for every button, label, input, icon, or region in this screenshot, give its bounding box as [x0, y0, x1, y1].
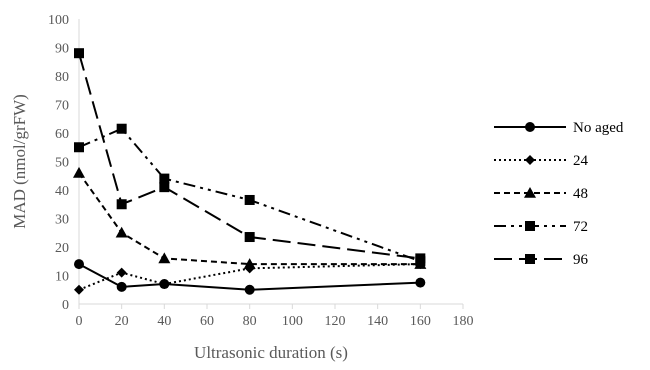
y-axis-ticks: 0 10 20 30 40 50 60 70 80 90 100: [48, 13, 69, 313]
y-tick-label: 90: [55, 42, 69, 57]
x-axis-title: Ultrasonic duration (s): [194, 343, 348, 362]
x-tick-label: 140: [367, 314, 388, 329]
data-point: [74, 284, 84, 295]
y-tick-label: 0: [62, 298, 69, 313]
data-point: [116, 123, 127, 134]
x-tick-label: 120: [325, 314, 346, 329]
data-point: [116, 281, 127, 292]
legend-label: 24: [573, 153, 589, 169]
data-point: [159, 173, 170, 184]
series-line: [78, 52, 421, 260]
data-point: [158, 252, 171, 264]
legend-entry: 48: [494, 186, 588, 202]
x-tick-label: 0: [76, 314, 83, 329]
x-tick-label: 100: [282, 314, 303, 329]
legend-label: 96: [573, 252, 589, 268]
legend-marker: [524, 187, 536, 198]
y-tick-label: 100: [48, 13, 69, 28]
data-point: [73, 166, 85, 178]
y-tick-label: 70: [55, 99, 69, 114]
data-point: [244, 284, 255, 295]
x-tick-label: 40: [157, 314, 171, 329]
legend-entry: 72: [494, 219, 588, 235]
data-point: [415, 277, 426, 288]
legend-marker: [525, 122, 535, 132]
legend-label: 72: [573, 219, 588, 235]
series-group: [73, 166, 427, 269]
y-axis-title: MAD (nmol/grFW): [10, 94, 29, 229]
data-point: [159, 182, 170, 193]
y-tick-label: 30: [55, 213, 69, 228]
y-tick-label: 10: [55, 270, 69, 285]
legend-entry: No aged: [494, 120, 624, 136]
y-tick-label: 60: [55, 127, 69, 142]
legend: No aged 24 48 72 96: [494, 120, 624, 268]
series-group: [74, 123, 426, 267]
legend-entry: 96: [494, 252, 589, 268]
legend-marker: [525, 155, 535, 165]
data-point: [115, 226, 128, 238]
x-tick-label: 180: [453, 314, 474, 329]
x-tick-label: 20: [115, 314, 129, 329]
x-tick-label: 80: [243, 314, 257, 329]
legend-entry: 24: [494, 153, 589, 169]
data-point: [244, 194, 255, 205]
axes: 0 20 40 60 80 100 120 140 160 180 0 10 20 30 40 50 60 70…: [48, 13, 474, 329]
data-point: [415, 253, 426, 264]
legend-label: 48: [573, 186, 588, 202]
data-point: [243, 258, 256, 269]
data-point: [116, 199, 127, 210]
y-tick-label: 20: [55, 241, 69, 256]
y-tick-label: 50: [55, 156, 69, 171]
legend-marker: [525, 221, 535, 231]
data-point: [244, 232, 255, 243]
y-tick-label: 80: [55, 70, 69, 85]
series-group: [74, 48, 426, 264]
data-point: [74, 48, 84, 59]
legend-label: No aged: [573, 120, 624, 136]
data-point: [74, 142, 84, 153]
data-point: [159, 279, 170, 290]
data-point: [116, 267, 127, 278]
y-tick-label: 40: [55, 184, 69, 199]
x-tick-label: 160: [410, 314, 431, 329]
x-tick-label: 60: [200, 314, 214, 329]
x-axis-ticks: 0 20 40 60 80 100 120 140 160 180: [76, 304, 474, 329]
data-point: [74, 259, 84, 270]
data-series: [73, 48, 427, 295]
legend-marker: [525, 254, 535, 264]
series-line: [78, 172, 421, 266]
